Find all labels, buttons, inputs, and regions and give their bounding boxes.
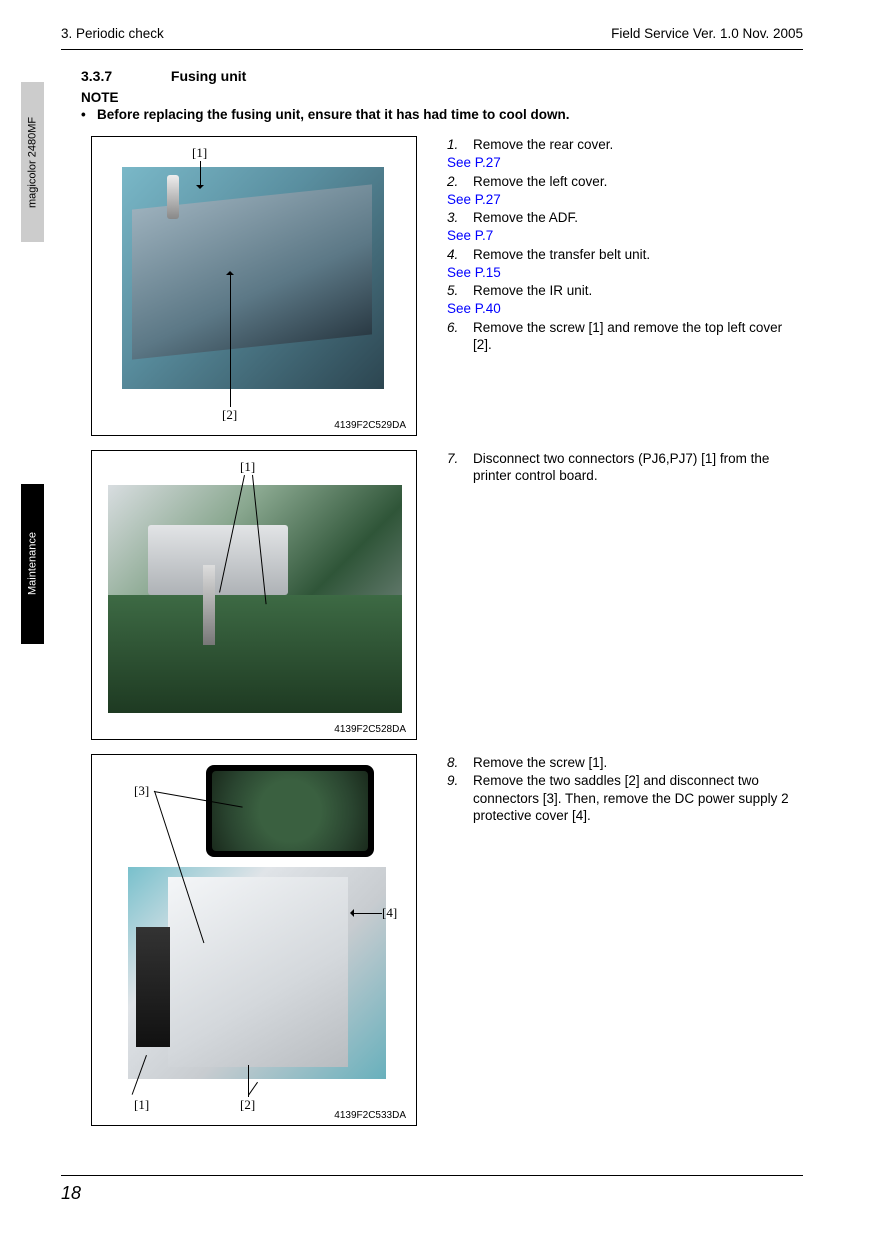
step-num: 1. [447, 136, 473, 153]
page-number: 18 [61, 1183, 81, 1204]
step-num: 6. [447, 319, 473, 354]
see-link[interactable]: See P.15 [447, 264, 803, 281]
see-link[interactable]: See P.27 [447, 154, 803, 171]
note-label: NOTE [81, 90, 803, 105]
steps-block-c: 8.Remove the screw [1]. 9.Remove the two… [447, 754, 803, 1126]
see-link[interactable]: See P.40 [447, 300, 803, 317]
figure-1: [1] [2] 4139F2C529DA [91, 136, 417, 436]
step-num: 4. [447, 246, 473, 263]
header-left: 3. Periodic check [61, 26, 164, 41]
side-tab-product: magicolor 2480MF [21, 82, 44, 242]
step-num: 5. [447, 282, 473, 299]
step-text: Remove the screw [1] and remove the top … [473, 319, 803, 354]
step-text: Remove the left cover. [473, 173, 607, 190]
fig1-code: 4139F2C529DA [334, 420, 406, 431]
step-text: Remove the transfer belt unit. [473, 246, 650, 263]
step-text: Remove the screw [1]. [473, 754, 607, 771]
step-text: Remove the IR unit. [473, 282, 592, 299]
step-text: Disconnect two connectors (PJ6,PJ7) [1] … [473, 450, 803, 485]
step-num: 3. [447, 209, 473, 226]
side-tab-section: Maintenance [21, 484, 44, 644]
note-text: Before replacing the fusing unit, ensure… [97, 107, 570, 122]
steps-block-b: 7.Disconnect two connectors (PJ6,PJ7) [1… [447, 450, 803, 740]
section-heading: 3.3.7 Fusing unit [81, 68, 803, 84]
step-num: 7. [447, 450, 473, 485]
see-link[interactable]: See P.7 [447, 227, 803, 244]
section-number: 3.3.7 [81, 68, 167, 84]
header-right: Field Service Ver. 1.0 Nov. 2005 [611, 26, 803, 41]
see-link[interactable]: See P.27 [447, 191, 803, 208]
step-num: 8. [447, 754, 473, 771]
fig2-label-1: [1] [240, 459, 255, 475]
step-text: Remove the rear cover. [473, 136, 613, 153]
fig3-label-1: [1] [134, 1097, 149, 1113]
fig2-code: 4139F2C528DA [334, 724, 406, 735]
footer-rule [61, 1175, 803, 1176]
figure-2: [1] 4139F2C528DA [91, 450, 417, 740]
step-text: Remove the ADF. [473, 209, 578, 226]
step-num: 2. [447, 173, 473, 190]
step-text: Remove the two saddles [2] and disconnec… [473, 772, 803, 824]
steps-block-a: 1.Remove the rear cover. See P.27 2.Remo… [447, 136, 803, 436]
fig1-label-1: [1] [192, 145, 207, 161]
fig3-label-4: [4] [382, 905, 397, 921]
section-title: Fusing unit [171, 68, 246, 84]
note-bullet: • Before replacing the fusing unit, ensu… [81, 107, 803, 122]
fig3-label-2: [2] [240, 1097, 255, 1113]
fig1-label-2: [2] [222, 407, 237, 423]
figure-3: [3] [4] [1] [2] 4139F2C533DA [91, 754, 417, 1126]
fig3-code: 4139F2C533DA [334, 1110, 406, 1121]
step-num: 9. [447, 772, 473, 824]
fig3-label-3: [3] [134, 783, 149, 799]
